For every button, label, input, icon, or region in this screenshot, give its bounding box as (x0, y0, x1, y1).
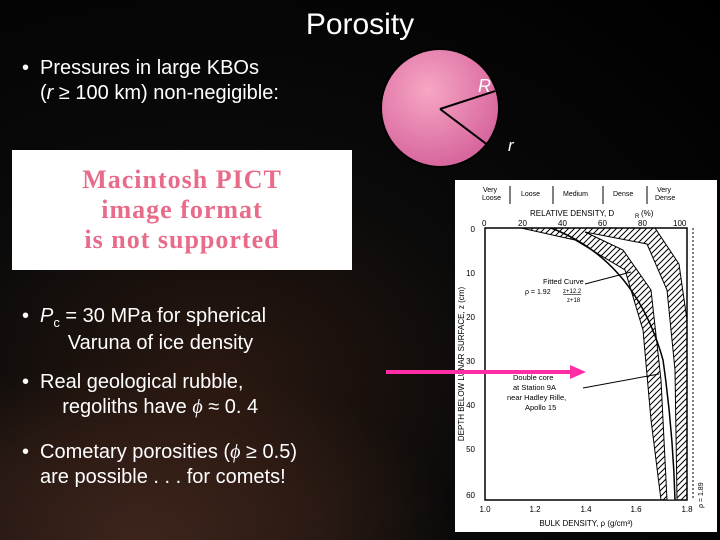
svg-text:1.4: 1.4 (580, 505, 592, 514)
svg-text:Fitted Curve: Fitted Curve (543, 277, 584, 286)
svg-text:100: 100 (673, 219, 687, 228)
label-r: r (508, 136, 514, 156)
svg-text:Very: Very (483, 187, 498, 194)
highlight-arrow (386, 366, 586, 380)
svg-text:Loose: Loose (482, 195, 501, 202)
svg-text:40: 40 (558, 219, 567, 228)
svg-text:80: 80 (638, 219, 647, 228)
svg-text:Medium: Medium (563, 191, 588, 198)
svg-text:near Hadley Rille,: near Hadley Rille, (507, 393, 566, 402)
svg-text:DEPTH BELOW LUNAR SURFACE, z (: DEPTH BELOW LUNAR SURFACE, z (cm) (457, 287, 466, 442)
svg-text:Very: Very (657, 187, 672, 194)
density-depth-chart: VeryLoose Loose Medium Dense VeryDense R… (455, 180, 717, 532)
svg-text:1.0: 1.0 (479, 505, 491, 514)
svg-text:ρ = 1.89: ρ = 1.89 (698, 482, 705, 508)
svg-text:20: 20 (518, 219, 527, 228)
svg-text:60: 60 (598, 219, 607, 228)
svg-text:BULK DENSITY, ρ (g/cm³): BULK DENSITY, ρ (g/cm³) (539, 519, 633, 528)
svg-text:0: 0 (482, 219, 487, 228)
svg-text:RELATIVE DENSITY, D: RELATIVE DENSITY, D (530, 209, 614, 218)
citation: Carrier et al. 1991 (534, 484, 630, 498)
pict-unsupported-box: Macintosh PICT image format is not suppo… (12, 150, 352, 270)
pict-l1: Macintosh PICT (82, 165, 282, 194)
svg-text:60: 60 (466, 491, 475, 500)
svg-text:z+18: z+18 (567, 298, 581, 304)
svg-text:(%): (%) (641, 209, 654, 218)
slide-title: Porosity (0, 8, 720, 42)
label-R: R (478, 76, 491, 97)
svg-text:1.6: 1.6 (630, 505, 642, 514)
svg-text:30: 30 (466, 357, 475, 366)
kbo-diagram: R r (380, 48, 500, 168)
svg-text:Loose: Loose (521, 191, 540, 198)
svg-text:50: 50 (466, 445, 475, 454)
svg-text:40: 40 (466, 401, 475, 410)
svg-text:Apollo 15: Apollo 15 (525, 403, 556, 412)
pict-l3: is not supported (84, 225, 279, 254)
arrow-shaft (386, 370, 572, 374)
bullet-cometary: •Cometary porosities (ϕ ≥ 0.5) are possi… (22, 440, 382, 490)
svg-text:1.2: 1.2 (529, 505, 541, 514)
svg-text:at Station 9A: at Station 9A (513, 383, 556, 392)
bullet-rubble: •Real geological rubble, regoliths have … (22, 370, 362, 420)
arrow-head-icon (570, 365, 586, 379)
pict-l2: image format (101, 195, 262, 224)
svg-text:ρ = 1.92: ρ = 1.92 (525, 289, 551, 296)
svg-text:Dense: Dense (655, 195, 675, 202)
svg-text:0: 0 (471, 225, 476, 234)
slide: Porosity •Pressures in large KBOs (r ≥ 1… (0, 0, 720, 540)
bullet-pressures: •Pressures in large KBOs (r ≥ 100 km) no… (22, 56, 362, 106)
bullet-pc: •Pc = 30 MPa for spherical Varuna of ice… (22, 304, 362, 356)
svg-text:10: 10 (466, 269, 475, 278)
svg-text:Dense: Dense (613, 191, 633, 198)
svg-text:20: 20 (466, 313, 475, 322)
svg-text:1.8: 1.8 (681, 505, 693, 514)
svg-text:z+12.2: z+12.2 (563, 289, 582, 295)
b1-l1: Pressures in large KBOs (40, 57, 259, 79)
